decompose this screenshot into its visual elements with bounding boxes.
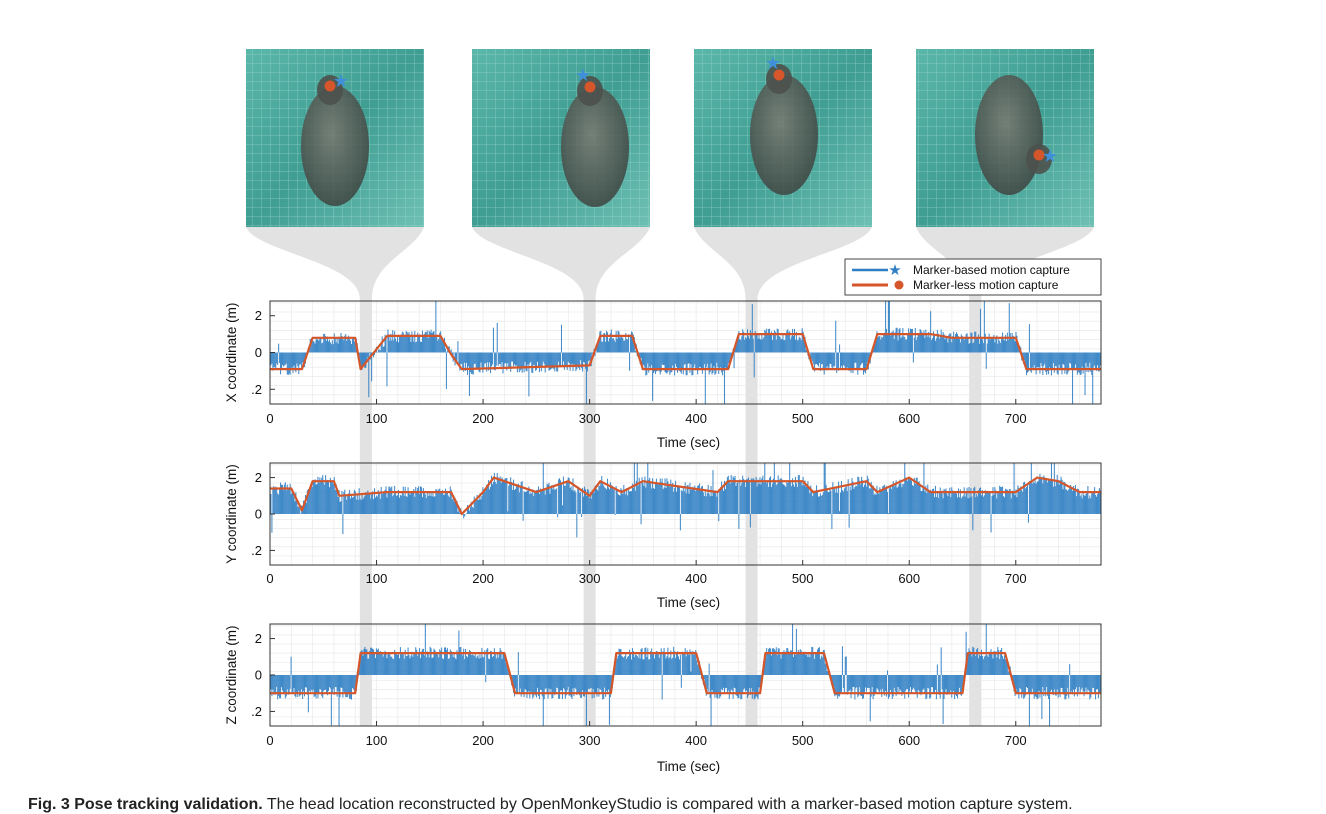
x-tick-label: 200: [472, 411, 494, 426]
y-tick-label: 2: [255, 308, 262, 323]
caption-text: The head location reconstructed by OpenM…: [266, 796, 1073, 813]
x-axis-label: Time (sec): [657, 595, 720, 610]
plot-panel-3: 0 100 200 300 400 500 600 700 2 0 .2 Time (sec) Z co…: [224, 623, 1102, 774]
y-tick-label: 0: [255, 507, 262, 522]
x-tick-label: 0: [266, 571, 273, 586]
figure-caption: Fig. 3 Pose tracking validation. The hea…: [28, 796, 1318, 814]
x-tick-label: 700: [1005, 411, 1027, 426]
x-tick-label: 200: [472, 733, 494, 748]
y-axis-label: Z coordinate (m): [224, 625, 239, 724]
connector-band-4: [916, 227, 1094, 726]
y-tick-label: 0: [255, 668, 262, 683]
monkey-body: [975, 75, 1043, 195]
photo-frame-4: ★: [916, 49, 1094, 227]
x-tick-label: 400: [685, 571, 707, 586]
x-tick-label: 400: [685, 733, 707, 748]
x-tick-label: 300: [579, 411, 601, 426]
x-axis-label: Time (sec): [657, 759, 720, 774]
x-tick-label: 500: [792, 571, 814, 586]
x-tick-label: 0: [266, 733, 273, 748]
y-tick-label: 2: [255, 631, 262, 646]
head-marker-star-icon: ★: [765, 53, 781, 74]
connector-band-1: [246, 227, 424, 726]
head-markerless-dot: [584, 81, 596, 93]
marker-less-line: [270, 652, 1101, 695]
x-tick-label: 700: [1005, 571, 1027, 586]
head-markerless-dot: [324, 80, 336, 92]
legend-marker-based-label: Marker-based motion capture: [913, 263, 1070, 277]
legend: ★ Marker-based motion capture Marker-les…: [844, 258, 1102, 296]
x-axis-label: Time (sec): [657, 435, 720, 450]
legend-marker-less-label: Marker-less motion capture: [913, 278, 1059, 292]
photo-frame-1: ★: [246, 49, 424, 227]
head-marker-star-icon: ★: [333, 71, 349, 92]
head-markerless-dot: [773, 69, 785, 81]
x-tick-label: 500: [792, 733, 814, 748]
legend-box: [844, 258, 1102, 296]
marker-based-series: [269, 624, 1101, 726]
x-tick-label: 200: [472, 571, 494, 586]
connector-band-2: [472, 227, 650, 726]
x-tick-label: 600: [898, 733, 920, 748]
x-tick-label: 400: [685, 411, 707, 426]
plot-panel-1: 0 100 200 300 400 500 600 700 2 0 .2 Time (sec) X co…: [224, 300, 1102, 450]
head-marker-star-icon: ★: [1042, 146, 1058, 167]
head-markerless-dot: [1033, 149, 1045, 161]
x-tick-label: 300: [579, 571, 601, 586]
y-tick-label: 0: [255, 345, 262, 360]
x-tick-label: 100: [366, 571, 388, 586]
caption-title: Fig. 3 Pose tracking validation.: [28, 796, 263, 813]
x-tick-label: 600: [898, 411, 920, 426]
y-tick-label: 2: [255, 470, 262, 485]
photo-strip: ★ ★ ★ ★: [246, 49, 1094, 227]
y-axis-label: X coordinate (m): [224, 303, 239, 403]
y-tick-label: .2: [251, 704, 262, 719]
x-tick-label: 300: [579, 733, 601, 748]
monkey-body: [561, 87, 629, 207]
marker-based-series: [269, 463, 1101, 538]
monkey-body: [301, 86, 369, 206]
marker-less-line: [270, 333, 1101, 371]
x-tick-label: 100: [366, 733, 388, 748]
head-marker-star-icon: ★: [575, 65, 591, 86]
x-tick-label: 700: [1005, 733, 1027, 748]
x-tick-label: 500: [792, 411, 814, 426]
photo-frame-2: ★: [472, 49, 650, 227]
photo-frame-3: ★: [694, 49, 872, 227]
y-tick-label: .2: [251, 543, 262, 558]
legend-marker-based-star-icon: ★: [888, 261, 901, 279]
legend-marker-less-dot-icon: [894, 280, 904, 290]
marker-less-line: [270, 476, 1101, 516]
x-tick-label: 600: [898, 571, 920, 586]
y-axis-label: Y coordinate (m): [224, 464, 239, 564]
plot-panel-2: 0 100 200 300 400 500 600 700 2 0 .2 Time (sec) Y co…: [224, 462, 1102, 610]
y-tick-label: .2: [251, 382, 262, 397]
x-tick-label: 0: [266, 411, 273, 426]
x-tick-label: 100: [366, 411, 388, 426]
monkey-body: [750, 75, 818, 195]
